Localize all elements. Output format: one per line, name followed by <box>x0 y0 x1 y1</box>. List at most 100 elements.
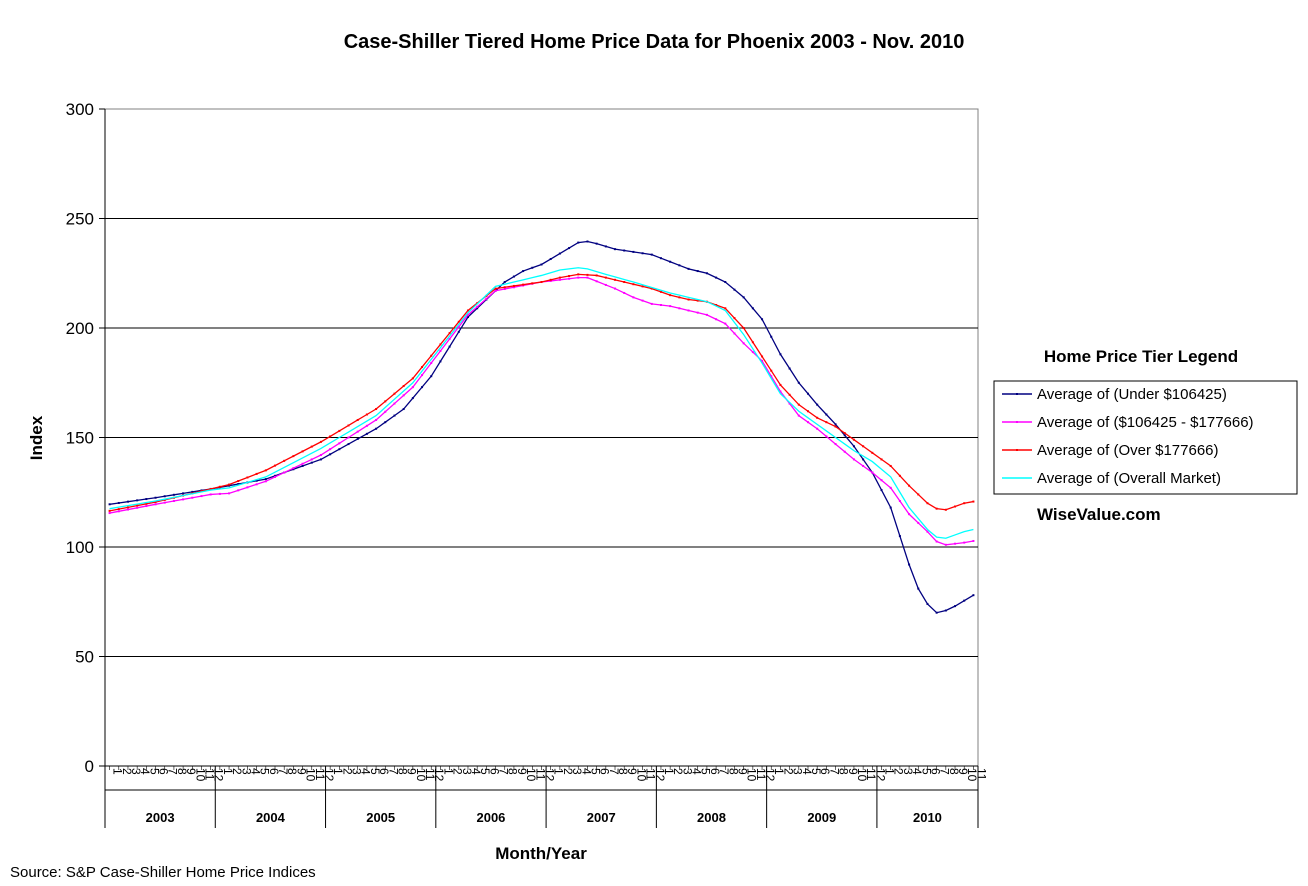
series-point <box>191 496 194 499</box>
series-point <box>512 286 515 289</box>
series-point <box>816 403 819 406</box>
series-point <box>393 392 396 395</box>
x-month-label: 7 <box>607 768 621 775</box>
x-month-label: 10 <box>965 768 979 782</box>
x-month-label: 5 <box>478 768 492 775</box>
x-month-label: 7 <box>827 768 841 775</box>
x-month-label: 9 <box>846 768 860 775</box>
x-month-label: 8 <box>616 768 630 775</box>
series-point <box>623 281 626 284</box>
y-axis-label: Index <box>27 415 46 460</box>
series-point <box>568 274 571 277</box>
series-point <box>843 434 846 437</box>
series-point <box>301 450 304 453</box>
series-point <box>889 464 892 467</box>
series-point <box>641 299 644 302</box>
series-point <box>852 445 855 448</box>
series-point <box>264 478 267 481</box>
series-point <box>705 272 708 275</box>
series-point <box>972 594 975 597</box>
series-point <box>632 296 635 299</box>
x-month-label: 4 <box>910 768 924 775</box>
series-point <box>834 443 837 446</box>
series-point <box>825 413 828 416</box>
x-month-label: 11 <box>644 768 658 781</box>
series-point <box>347 436 350 439</box>
series-point <box>448 337 451 340</box>
series-point <box>476 305 479 308</box>
series-point <box>623 249 626 252</box>
series-point <box>843 450 846 453</box>
x-month-label: 6 <box>818 768 832 775</box>
series-point <box>228 492 231 495</box>
series-point <box>788 402 791 405</box>
series-point <box>503 286 506 289</box>
x-month-label: 2 <box>340 768 354 775</box>
x-month-label: 2 <box>120 768 134 775</box>
y-tick-label: 250 <box>66 210 94 229</box>
x-month-label: 1 <box>111 768 125 775</box>
legend-label: Average of (Overall Market) <box>1037 470 1221 487</box>
series-point <box>558 252 561 255</box>
legend-swatch-marker <box>1016 393 1018 395</box>
series-point <box>476 307 479 310</box>
series-point <box>797 414 800 417</box>
series-point <box>623 291 626 294</box>
x-month-label: 10 <box>524 768 538 782</box>
x-month-label: 3 <box>901 768 915 775</box>
x-month-label: 2 <box>451 768 465 775</box>
x-month-label: 8 <box>947 768 961 775</box>
series-point <box>806 421 809 424</box>
y-tick-label: 150 <box>66 429 94 448</box>
x-month-label: 1 <box>441 768 455 775</box>
x-month-label: 8 <box>285 768 299 775</box>
x-month-label: 9 <box>625 768 639 775</box>
x-month-label: 7 <box>386 768 400 775</box>
x-month-label: 11 <box>974 768 988 781</box>
series-point <box>457 320 460 323</box>
series-point <box>659 257 662 260</box>
series-point <box>126 506 129 509</box>
series-point <box>503 281 506 284</box>
x-month-label: 1 <box>331 768 345 775</box>
x-month-label: 10 <box>855 768 869 782</box>
series-point <box>384 421 387 424</box>
series-point <box>549 279 552 282</box>
series-point <box>779 390 782 393</box>
series-point <box>347 443 350 446</box>
x-year-label: 2009 <box>807 810 836 825</box>
series-point <box>365 432 368 435</box>
x-month-label: 4 <box>138 768 152 775</box>
series-point <box>604 245 607 248</box>
series-point <box>586 240 589 243</box>
series-point <box>862 464 865 467</box>
series-point <box>384 410 387 413</box>
series-point <box>411 386 414 389</box>
series-point <box>917 587 920 590</box>
series-point <box>218 485 221 488</box>
series-point <box>696 270 699 273</box>
series-point <box>237 483 240 486</box>
series-point <box>439 349 442 352</box>
series-point <box>329 453 332 456</box>
series-point <box>761 359 764 362</box>
series-point <box>687 298 690 301</box>
x-month-label: 7 <box>276 768 290 775</box>
series-point <box>494 289 497 292</box>
y-tick-label: 50 <box>75 648 94 667</box>
series-point <box>531 282 534 285</box>
x-month-label: 10 <box>745 768 759 782</box>
series-point <box>145 498 148 501</box>
series-point <box>255 479 258 482</box>
series-point <box>319 440 322 443</box>
legend-swatch-marker <box>1016 421 1018 423</box>
series-point <box>614 278 617 281</box>
series-point <box>365 424 368 427</box>
series-point <box>935 540 938 543</box>
x-month-label: 7 <box>497 768 511 775</box>
series-point <box>421 374 424 377</box>
series-point <box>963 502 966 505</box>
series-point <box>898 474 901 477</box>
